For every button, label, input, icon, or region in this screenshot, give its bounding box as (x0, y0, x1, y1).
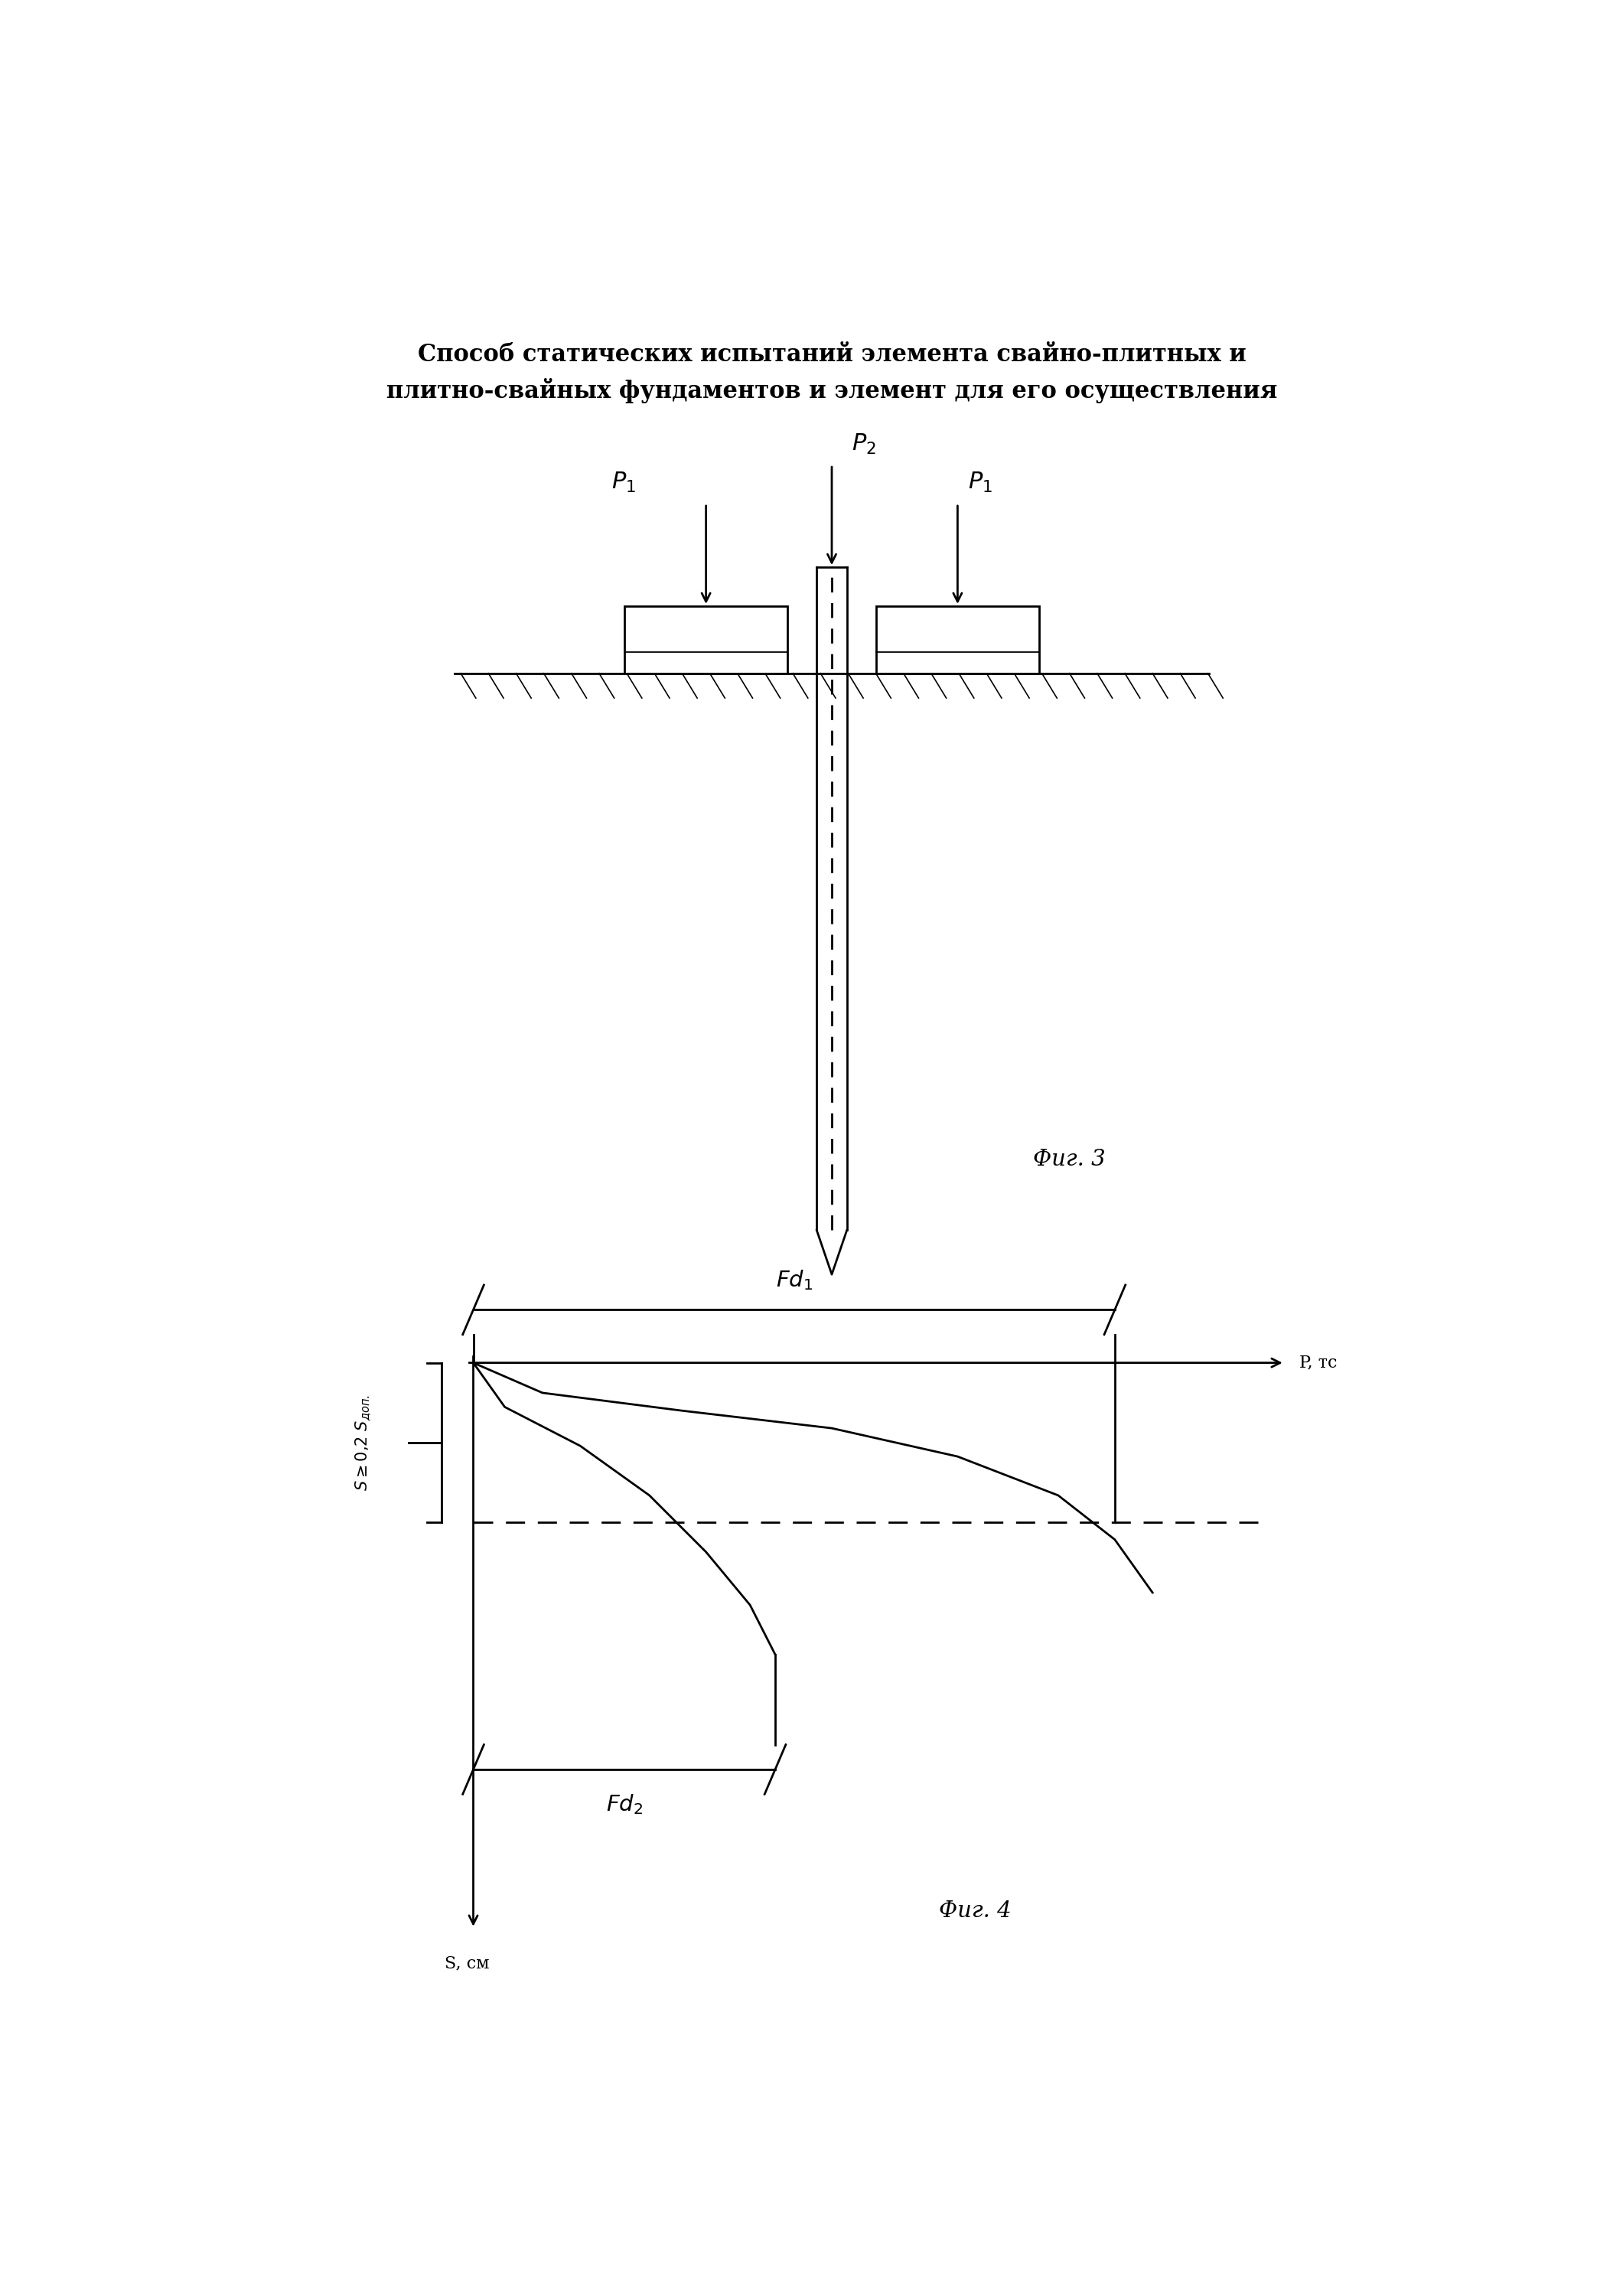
Text: плитно-свайных фундаментов и элемент для его осуществления: плитно-свайных фундаментов и элемент для… (386, 379, 1277, 404)
Text: $Fd_1$: $Fd_1$ (776, 1267, 813, 1293)
Text: $P_2$: $P_2$ (852, 432, 876, 457)
Bar (625, 606, 787, 673)
Text: $P_1$: $P_1$ (967, 471, 992, 494)
Text: Фиг. 3: Фиг. 3 (1034, 1148, 1105, 1171)
Text: S, см: S, см (445, 1956, 490, 1972)
Text: $P_1$: $P_1$ (612, 471, 636, 494)
Text: $S{\geq}0{,}2\ S_{доп.}$: $S{\geq}0{,}2\ S_{доп.}$ (354, 1394, 373, 1490)
Bar (876, 606, 1039, 673)
Text: $Fd_2$: $Fd_2$ (605, 1793, 643, 1816)
Text: Фиг. 4: Фиг. 4 (938, 1901, 1011, 1922)
Text: P, тс: P, тс (1300, 1355, 1337, 1371)
Text: Способ статических испытаний элемента свайно-плитных и: Способ статических испытаний элемента св… (417, 342, 1246, 367)
